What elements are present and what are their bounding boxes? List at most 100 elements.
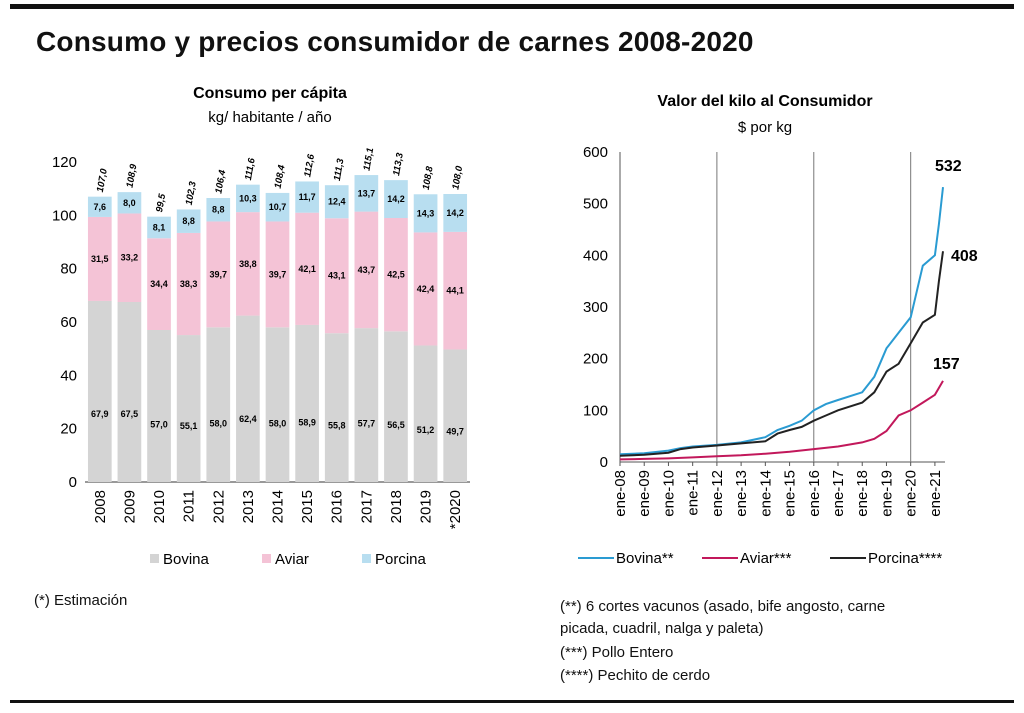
bottom-rule <box>10 700 1014 703</box>
bar-segment-porcina <box>354 175 379 212</box>
legend-label: Bovina** <box>616 550 674 567</box>
bar-chart: 0 20 40 60 80 100 120 67,9 31,5 7,6 107,0 2008 67,5 3… <box>52 147 470 568</box>
bar-segment-aviar <box>206 221 231 328</box>
legend-label: Porcina <box>375 551 427 568</box>
bar-segment-aviar <box>413 232 438 346</box>
bar-segment-aviar <box>87 216 112 301</box>
total-label: 108,4 <box>273 163 288 189</box>
data-label: 10,3 <box>239 193 257 203</box>
bar-segment-porcina <box>324 185 349 219</box>
y-tick-label: 60 <box>60 314 77 331</box>
data-label: 42,5 <box>387 270 405 280</box>
y-tick-label: 400 <box>583 247 608 264</box>
y-tick-label: 0 <box>600 454 608 471</box>
x-tick-label: ene-16 <box>806 470 823 517</box>
y-tick-label: 80 <box>60 261 77 278</box>
data-label: 11,7 <box>299 192 316 202</box>
bar-segment-porcina <box>265 192 290 222</box>
bar-segment-bovina <box>176 335 201 482</box>
data-label: 14,3 <box>417 208 435 218</box>
bar-segment-aviar <box>176 232 201 336</box>
x-tick-label: 2019 <box>418 490 435 523</box>
total-label: 108,8 <box>421 165 436 191</box>
total-label: 111,6 <box>243 157 258 182</box>
x-tick-label: 2012 <box>210 490 227 523</box>
x-tick-label: ene-18 <box>854 470 871 517</box>
y-tick-label: 120 <box>52 154 77 171</box>
y-tick-label: 0 <box>69 474 77 491</box>
x-tick-label: ene-19 <box>878 470 895 517</box>
legend-label: Aviar <box>275 551 309 568</box>
x-tick-label: ene-17 <box>830 470 847 517</box>
x-tick-label: 2008 <box>92 490 109 523</box>
bar-segment-aviar <box>384 218 408 332</box>
total-label: 106,4 <box>213 168 228 194</box>
data-label: 58,0 <box>210 418 228 428</box>
bar-segment-aviar <box>443 231 468 350</box>
page-title: Consumo y precios consumidor de carnes 2… <box>36 26 754 57</box>
bar-segment-bovina <box>147 330 171 482</box>
footnote-estimation: (*) Estimación <box>34 592 128 609</box>
series-line-porcina <box>619 251 944 457</box>
series-line-aviar <box>619 380 944 461</box>
total-label: 112,6 <box>302 153 317 178</box>
data-label: 42,4 <box>417 284 435 294</box>
data-label: 57,7 <box>358 419 376 429</box>
y-tick-label: 300 <box>583 299 608 316</box>
data-label: 14,2 <box>387 194 405 204</box>
data-label: 33,2 <box>121 253 139 263</box>
bar-segment-aviar <box>236 212 260 316</box>
x-tick-label: ene-11 <box>685 470 702 516</box>
line-chart: 0 100 200 300 400 500 600 ene-08 ene-09 ene-10 ene… <box>578 144 978 567</box>
top-rule <box>10 4 1014 9</box>
data-label: 8,1 <box>153 222 166 232</box>
total-label: 113,3 <box>391 151 406 176</box>
end-value-label: 408 <box>951 248 978 265</box>
x-tick-label: 2014 <box>270 490 287 523</box>
bar-segment-porcina <box>384 180 408 218</box>
y-tick-label: 200 <box>583 351 608 368</box>
y-tick-label: 100 <box>52 207 77 224</box>
legend-label: Aviar*** <box>740 550 792 567</box>
x-tick-label: 2013 <box>240 490 257 523</box>
total-label: 99,5 <box>154 192 168 213</box>
series-line-bovina <box>619 186 944 456</box>
y-tick-label: 20 <box>60 421 77 438</box>
legend-swatch-bovina <box>150 554 159 563</box>
data-label: 8,8 <box>212 205 225 215</box>
total-label: 111,3 <box>332 157 347 182</box>
data-label: 10,7 <box>269 202 287 212</box>
bar-segment-bovina <box>413 345 438 482</box>
line-chart-subtitle: $ por kg <box>738 119 792 136</box>
data-label: 39,7 <box>269 269 287 279</box>
data-label: 38,3 <box>180 279 198 289</box>
data-label: 8,8 <box>182 216 195 226</box>
end-value-label: 532 <box>935 158 962 175</box>
data-label: 51,2 <box>417 425 435 435</box>
x-tick-label: ene-13 <box>733 470 750 517</box>
total-label: 107,0 <box>95 167 110 193</box>
x-tick-label: 2017 <box>358 490 375 523</box>
note-bovina: (**) 6 cortes vacunos (asado, bife angos… <box>560 598 886 615</box>
bar-segment-porcina <box>206 198 231 222</box>
data-label: 62,4 <box>239 414 257 424</box>
data-label: 67,5 <box>121 409 139 419</box>
total-label: 108,0 <box>450 164 465 190</box>
data-label: 55,1 <box>180 421 198 431</box>
note-porcina: (****) Pechito de cerdo <box>560 667 711 684</box>
bar-segment-aviar <box>354 211 379 329</box>
x-tick-label: *2020 <box>447 490 464 529</box>
y-tick-label: 500 <box>583 196 608 213</box>
data-label: 12,4 <box>328 197 346 207</box>
total-label: 115,1 <box>361 147 376 172</box>
x-tick-label: ene-12 <box>709 470 726 517</box>
bar-segment-aviar <box>147 238 171 330</box>
x-tick-label: 2016 <box>329 490 346 523</box>
x-tick-label: 2018 <box>388 490 405 523</box>
y-tick-label: 100 <box>583 402 608 419</box>
bar-segment-bovina <box>206 327 231 482</box>
bar-segment-porcina <box>236 184 260 213</box>
x-tick-label: 2009 <box>121 490 138 523</box>
data-label: 67,9 <box>91 409 109 419</box>
